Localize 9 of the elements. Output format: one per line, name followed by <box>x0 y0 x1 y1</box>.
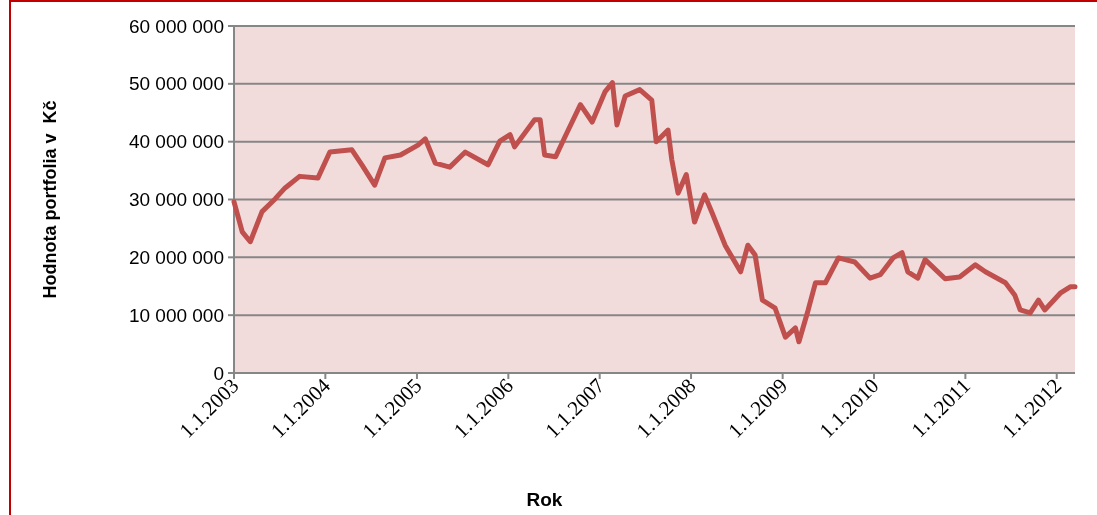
y-tick-label: 40 000 000 <box>128 131 224 153</box>
x-axis-title: Rok <box>526 489 563 510</box>
y-tick-label: 50 000 000 <box>128 73 224 95</box>
y-tick-label: 0 <box>213 362 224 384</box>
y-tick-label: 10 000 000 <box>128 304 224 326</box>
y-tick-label: 30 000 000 <box>128 189 224 211</box>
y-tick-label: 60 000 000 <box>128 15 224 37</box>
y-axis-title: Hodnota portfolia v Kč <box>40 100 60 299</box>
y-tick-label: 20 000 000 <box>128 246 224 268</box>
